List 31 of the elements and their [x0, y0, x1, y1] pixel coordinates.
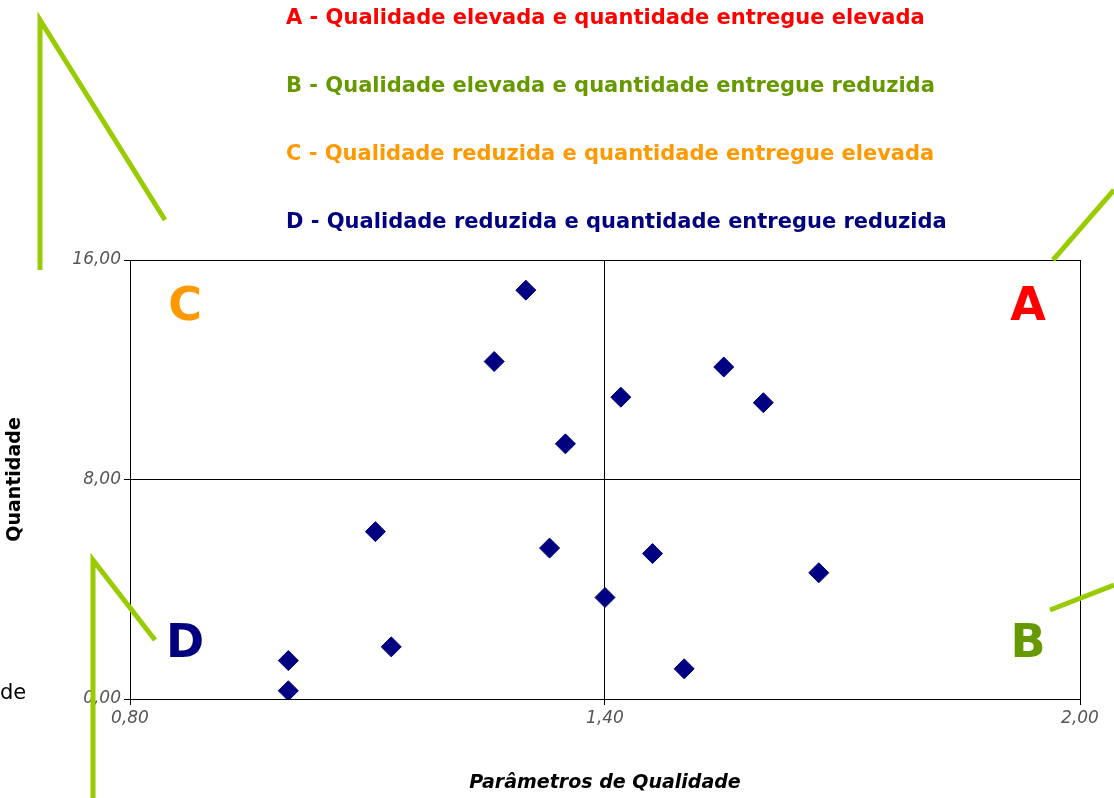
text: C - Qualidade reduzida e quantidade entregue elevada: [286, 141, 935, 165]
point: [277, 680, 299, 699]
point: [610, 386, 632, 408]
text: A - Qualidade elevada e quantidade entregue elevada: [286, 5, 925, 29]
x-tick-label: 0,80: [111, 706, 149, 727]
y-tick-label: 8,00: [83, 467, 121, 488]
point: [673, 658, 695, 680]
x-axis-title: Parâmetros de Qualidade: [469, 769, 741, 792]
annotation: B: [1010, 613, 1046, 668]
point: [713, 356, 735, 378]
point: [642, 543, 663, 565]
point: [364, 521, 386, 543]
text: de: [0, 680, 27, 704]
annotation: A: [1010, 276, 1047, 331]
point: [808, 562, 830, 584]
point: [539, 537, 561, 559]
y-axis-title: Quantidade: [2, 417, 25, 542]
point: [483, 351, 505, 373]
point: [594, 586, 616, 608]
point: [752, 392, 774, 414]
x-tick-label: 2,00: [1061, 706, 1099, 727]
annotation: D: [165, 613, 205, 668]
point: [277, 650, 299, 672]
y-tick-label: 16,00: [72, 248, 121, 269]
x-tick-label: 1,40: [586, 706, 624, 727]
annotation: C: [168, 276, 202, 331]
text: B - Qualidade elevada e quantidade entregue reduzida: [286, 73, 935, 97]
point: [515, 279, 537, 301]
point: [554, 433, 576, 455]
text: D - Qualidade reduzida e quantidade entregue reduzida: [286, 209, 947, 233]
point: [380, 636, 402, 658]
